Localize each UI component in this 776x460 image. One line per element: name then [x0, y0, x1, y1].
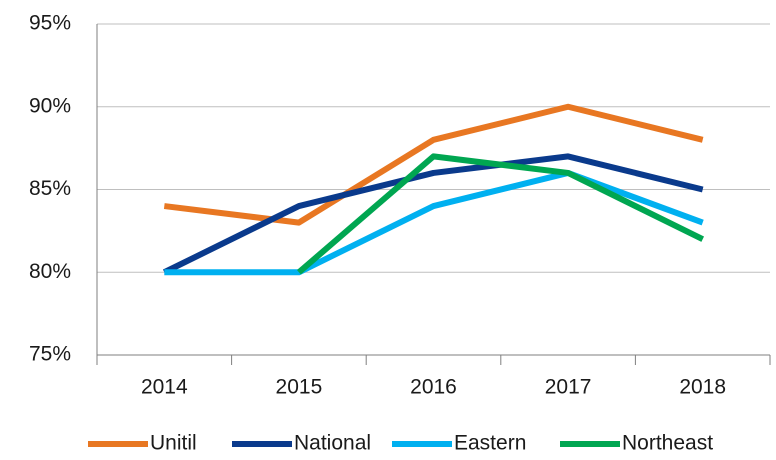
- y-tick-label: 85%: [29, 177, 71, 200]
- x-tick-label: 2017: [545, 376, 592, 399]
- series-line: [164, 169, 704, 276]
- x-tick-label: 2016: [410, 376, 457, 399]
- series-line: [162, 153, 704, 275]
- x-tick-label: 2015: [276, 376, 323, 399]
- y-tick-label: 80%: [29, 260, 71, 283]
- x-tick-label: 2014: [141, 376, 188, 399]
- y-tick-label: 75%: [29, 343, 71, 366]
- legend-label: Unitil: [150, 432, 197, 455]
- series-line: [163, 103, 704, 226]
- series-line: [296, 153, 705, 275]
- x-tick-label: 2018: [679, 376, 726, 399]
- legend-label: Eastern: [454, 432, 526, 455]
- legend-label: National: [294, 432, 371, 455]
- y-tick-label: 95%: [29, 12, 71, 35]
- y-tick-label: 90%: [29, 94, 71, 117]
- legend-label: Northeast: [622, 432, 713, 455]
